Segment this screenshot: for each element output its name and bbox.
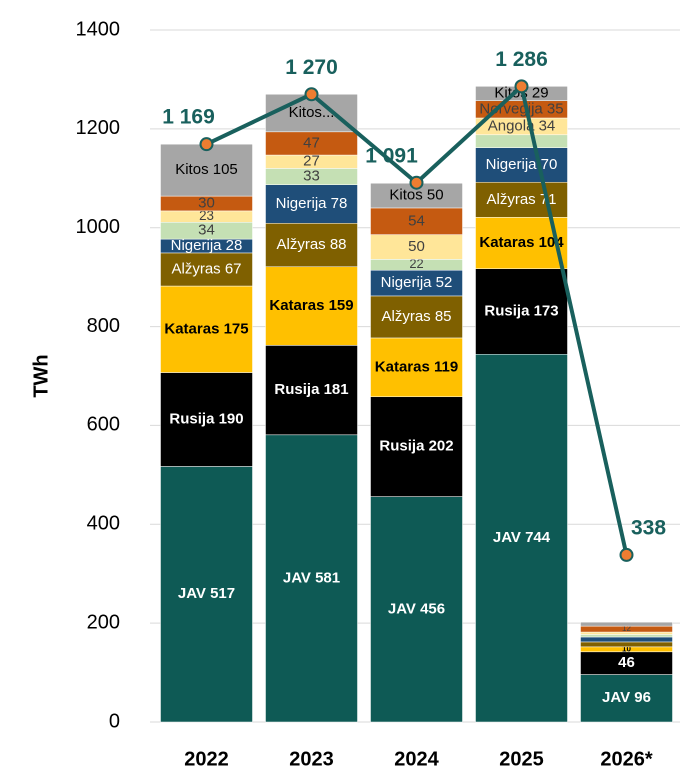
y-tick-label: 1000 — [76, 216, 121, 238]
total-marker — [409, 175, 424, 190]
bar-segment — [265, 345, 358, 436]
data-label: Nigerija 70 — [486, 156, 558, 173]
bar-segment — [160, 466, 253, 723]
data-label: Nigerija 28 — [171, 237, 243, 254]
bar-segment — [370, 396, 463, 497]
bar-segment — [265, 434, 358, 723]
data-label: Angola 34 — [488, 117, 556, 134]
data-label: 10 — [622, 644, 631, 653]
data-label: Rusija 190 — [169, 410, 243, 427]
y-tick-label: 0 — [109, 710, 120, 732]
bar-segment — [370, 295, 463, 339]
total-marker — [304, 87, 319, 102]
bar-segment — [475, 181, 568, 218]
x-tick-label: 2025 — [499, 748, 544, 770]
data-label: 54 — [408, 212, 425, 229]
bar-segment — [580, 636, 673, 643]
total-label: 1 270 — [285, 56, 338, 79]
y-tick-label: 200 — [87, 611, 120, 633]
bar-segment — [580, 634, 673, 638]
data-label: JAV 581 — [283, 569, 340, 586]
total-label: 1 169 — [162, 106, 215, 129]
data-label: JAV 744 — [493, 529, 551, 546]
bar-segment — [370, 337, 463, 398]
data-label: Nigerija 52 — [381, 274, 453, 291]
y-tick-label: 400 — [87, 513, 120, 535]
total-marker — [199, 137, 214, 152]
data-label: Kataras 119 — [375, 358, 458, 375]
data-label: 23 — [199, 208, 214, 223]
bar-segment — [265, 223, 358, 268]
data-label: 33 — [303, 168, 320, 185]
data-label: Kataras 175 — [164, 320, 248, 337]
bar-segment — [370, 234, 463, 260]
data-label: Rusija 202 — [379, 438, 453, 455]
bar-segment — [475, 354, 568, 723]
bar-segment — [475, 134, 568, 148]
data-label: Rusija 181 — [274, 381, 348, 398]
x-tick-label: 2024 — [394, 748, 439, 770]
y-tick-label: 600 — [87, 414, 120, 436]
bar-segment — [370, 496, 463, 723]
x-tick-label: 2026* — [600, 748, 652, 770]
bar-segment — [160, 143, 253, 197]
data-label: 27 — [303, 153, 320, 170]
bar-segment — [160, 252, 253, 287]
total-marker — [619, 547, 634, 562]
data-label: Kitos 105 — [175, 161, 238, 178]
bar-segment — [580, 621, 673, 627]
data-label: 50 — [408, 238, 425, 255]
data-label: JAV 456 — [388, 600, 445, 617]
x-tick-label: 2023 — [289, 748, 334, 770]
bar-segment — [370, 269, 463, 297]
bar-segment — [265, 266, 358, 346]
bar-segment — [580, 641, 673, 648]
data-label: Alžyras 71 — [486, 191, 556, 208]
data-label: Kataras 159 — [269, 297, 353, 314]
data-label: JAV 517 — [178, 585, 235, 602]
y-axis-label: TWh — [30, 354, 52, 397]
y-tick-label: 1400 — [76, 18, 121, 40]
total-label: 338 — [631, 516, 666, 539]
y-tick-label: 800 — [87, 315, 120, 337]
data-label: Alžyras 67 — [171, 260, 241, 277]
data-label: Alžyras 88 — [276, 236, 346, 253]
bar-segment — [580, 674, 673, 723]
data-label: 30 — [198, 194, 215, 211]
data-label: 47 — [303, 134, 320, 151]
y-tick-label: 1200 — [76, 117, 121, 139]
data-label: Kataras 104 — [479, 234, 564, 251]
bar-segment — [160, 372, 253, 467]
data-label: 34 — [198, 222, 215, 239]
bar-segment — [475, 147, 568, 183]
data-label: Rusija 173 — [484, 302, 558, 319]
x-tick-label: 2022 — [184, 748, 229, 770]
bar-segment — [370, 207, 463, 235]
bar-segment — [160, 285, 253, 373]
data-label: Nigerija 78 — [276, 195, 348, 212]
bar-segment — [475, 268, 568, 355]
total-label: 1 286 — [495, 48, 548, 71]
data-label: JAV 96 — [602, 689, 651, 706]
bar-segment — [265, 184, 358, 224]
data-label: Kitos 50 — [389, 187, 443, 204]
total-marker — [514, 79, 529, 94]
data-label: 12 — [622, 624, 631, 633]
data-label: Alžyras 85 — [381, 308, 451, 325]
data-label: 22 — [409, 256, 423, 271]
data-label: 46 — [618, 654, 635, 671]
data-label: Kitos... — [289, 104, 335, 121]
total-label: 1 091 — [365, 144, 418, 167]
